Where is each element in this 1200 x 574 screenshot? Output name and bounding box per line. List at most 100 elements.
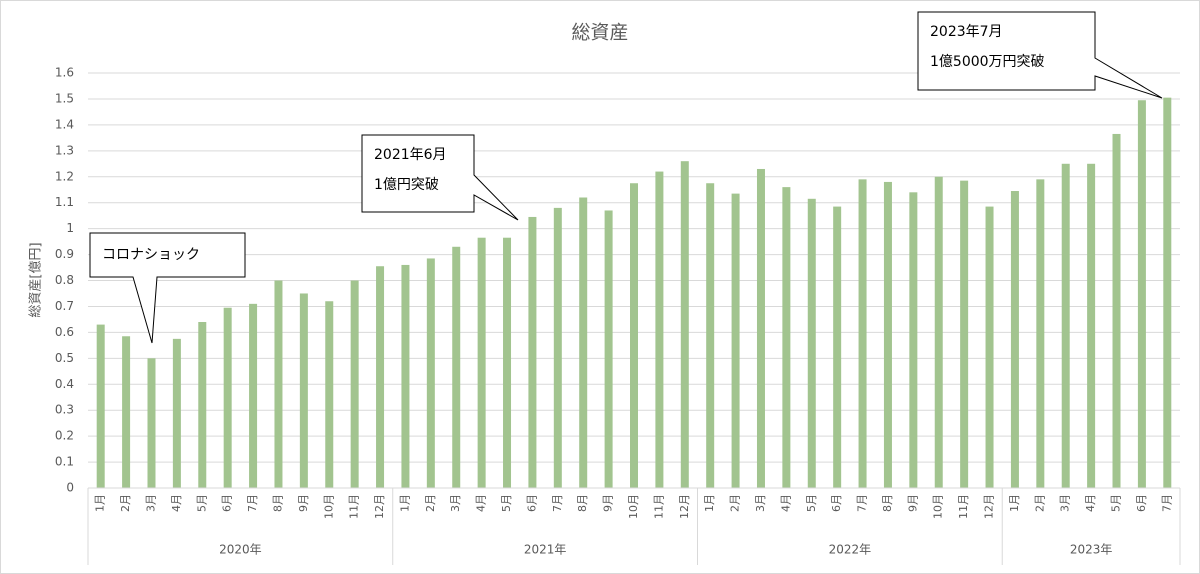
x-tick-label: 1月 <box>94 494 107 512</box>
bar <box>1112 133 1121 488</box>
x-tick-label: 12月 <box>373 494 386 519</box>
x-tick-label: 5月 <box>1110 494 1123 512</box>
x-tick-label: 6月 <box>1135 494 1148 512</box>
x-tick-label: 1月 <box>703 494 716 512</box>
x-tick-label: 9月 <box>297 494 310 512</box>
x-tick-label: 7月 <box>1160 494 1173 512</box>
x-tick-label: 5月 <box>500 494 513 512</box>
group-label: 2020年 <box>219 543 262 557</box>
bar <box>985 206 994 488</box>
y-tick-label: 0.3 <box>55 403 74 417</box>
bar <box>909 192 918 488</box>
bar <box>325 301 334 488</box>
bar <box>122 336 131 488</box>
x-tick-label: 4月 <box>779 494 792 512</box>
bar <box>1061 163 1070 488</box>
x-tick-label: 3月 <box>754 494 767 512</box>
x-tick-label: 6月 <box>221 494 234 512</box>
group-label: 2023年 <box>1070 543 1113 557</box>
x-tick-label: 7月 <box>551 494 564 512</box>
bar <box>198 322 207 488</box>
bar <box>1137 100 1146 488</box>
bar <box>426 258 435 488</box>
bar <box>452 246 461 488</box>
bar <box>172 338 181 488</box>
y-tick-label: 0 <box>66 481 74 495</box>
x-tick-label: 7月 <box>856 494 869 512</box>
bar <box>299 293 308 488</box>
y-tick-label: 0.8 <box>55 273 74 287</box>
y-tick-label: 1.5 <box>55 91 74 105</box>
bar <box>960 180 969 488</box>
group-label: 2022年 <box>829 543 872 557</box>
bar <box>883 181 892 488</box>
x-tick-label: 5月 <box>195 494 208 512</box>
y-tick-label: 1 <box>66 221 74 235</box>
bar <box>401 264 410 488</box>
x-tick-label: 3月 <box>449 494 462 512</box>
x-tick-label: 6月 <box>830 494 843 512</box>
bar <box>1163 97 1172 488</box>
bar <box>1010 191 1019 488</box>
y-tick-label: 1.2 <box>55 169 74 183</box>
bar <box>706 183 715 488</box>
bar <box>1036 179 1045 488</box>
bar <box>807 198 816 488</box>
x-tick-label: 8月 <box>576 494 589 512</box>
chart-title: 総資産 <box>571 22 628 44</box>
callout-text: コロナショック <box>102 247 200 263</box>
callout-text: 2023年7月 <box>930 24 1003 40</box>
x-tick-label: 3月 <box>144 494 157 512</box>
bar <box>503 237 512 488</box>
bar <box>553 207 562 488</box>
x-tick-label: 4月 <box>170 494 183 512</box>
y-tick-label: 0.4 <box>55 377 74 391</box>
x-tick-label: 9月 <box>602 494 615 512</box>
y-tick-label: 1.6 <box>55 66 74 80</box>
y-tick-label: 0.2 <box>55 429 74 443</box>
x-tick-label: 3月 <box>1059 494 1072 512</box>
bar <box>528 216 537 488</box>
bar <box>655 171 664 488</box>
callout-box <box>89 232 246 344</box>
x-tick-label: 7月 <box>246 494 259 512</box>
x-tick-label: 11月 <box>348 494 361 519</box>
bar <box>249 303 258 488</box>
y-tick-label: 0.1 <box>55 455 74 469</box>
callout-text: 1億5000万円突破 <box>930 54 1045 70</box>
y-tick-label: 0.9 <box>55 247 74 261</box>
bar <box>833 206 842 488</box>
callout-box <box>361 134 519 221</box>
bar <box>96 324 105 488</box>
callout-box <box>917 11 1163 99</box>
bar <box>604 210 613 488</box>
x-tick-label: 12月 <box>678 494 691 519</box>
bar <box>731 193 740 488</box>
x-tick-label: 12月 <box>983 494 996 519</box>
x-tick-label: 6月 <box>525 494 538 512</box>
bar <box>1087 163 1096 488</box>
x-tick-label: 1月 <box>398 494 411 512</box>
y-tick-label: 0.5 <box>55 351 74 365</box>
bar <box>579 197 588 488</box>
y-tick-label: 0.7 <box>55 299 74 313</box>
y-tick-label: 0.6 <box>55 325 74 339</box>
bar <box>934 176 943 488</box>
bar <box>858 179 867 488</box>
bar <box>274 280 283 488</box>
y-tick-label: 1.1 <box>55 195 74 209</box>
x-tick-label: 2月 <box>1033 494 1046 512</box>
bar <box>630 183 638 488</box>
x-tick-label: 1月 <box>1008 494 1021 512</box>
bar <box>680 161 689 488</box>
bar <box>147 358 156 488</box>
group-label: 2021年 <box>524 543 567 557</box>
x-tick-label: 8月 <box>271 494 284 512</box>
bar <box>350 280 359 488</box>
y-axis-label: 総資産[億円] <box>28 242 44 317</box>
y-tick-label: 1.4 <box>55 117 74 131</box>
x-tick-label: 9月 <box>906 494 919 512</box>
y-tick-label: 1.3 <box>55 143 74 157</box>
x-tick-label: 10月 <box>627 494 640 519</box>
